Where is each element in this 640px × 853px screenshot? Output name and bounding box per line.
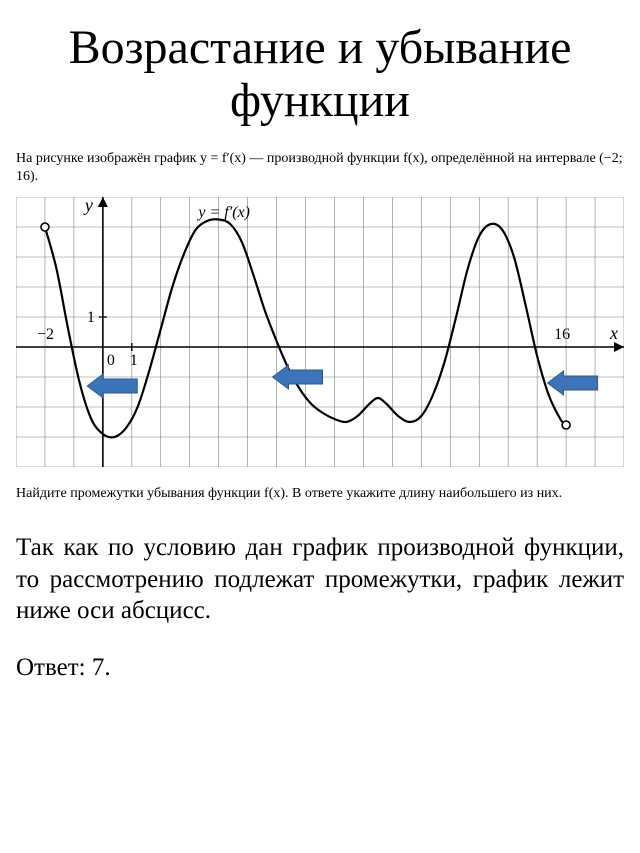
slide-root: Возрастание и убывание функции На рисунк… bbox=[0, 0, 640, 713]
explanation-text: Так как по условию дан график производно… bbox=[16, 532, 624, 626]
svg-text:1: 1 bbox=[130, 352, 138, 369]
problem-statement: На рисунке изображён график y = f′(x) — … bbox=[16, 150, 624, 188]
svg-text:y = f′(x): y = f′(x) bbox=[196, 204, 250, 221]
svg-text:y: y bbox=[83, 197, 93, 215]
page-title: Возрастание и убывание функции bbox=[16, 22, 624, 128]
answer-text: Ответ: 7. bbox=[16, 652, 624, 683]
svg-text:0: 0 bbox=[107, 352, 115, 369]
question-text: Найдите промежутки убывания функции f(x)… bbox=[16, 485, 624, 504]
svg-text:1: 1 bbox=[87, 309, 95, 326]
svg-text:x: x bbox=[609, 323, 618, 343]
svg-text:−2: −2 bbox=[37, 326, 54, 343]
derivative-chart: yxy = f′(x)110−216 bbox=[16, 197, 624, 467]
svg-text:16: 16 bbox=[554, 326, 570, 343]
chart-svg: yxy = f′(x)110−216 bbox=[16, 197, 624, 467]
